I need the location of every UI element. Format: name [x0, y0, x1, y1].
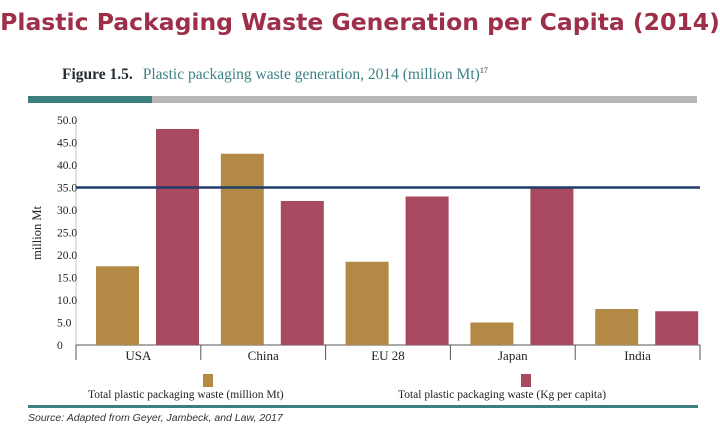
bar-kg-per-capita — [530, 187, 574, 345]
y-tick-label: 0 — [57, 340, 63, 352]
y-tick-label: 35.0 — [57, 183, 77, 195]
bars — [96, 129, 699, 345]
figure-footnote: 17 — [479, 66, 488, 75]
figure-label: Figure 1.5. — [62, 66, 133, 84]
y-tick-label: 30.0 — [57, 205, 77, 217]
y-tick-label: 25.0 — [57, 228, 77, 240]
legend-swatch-2 — [521, 374, 531, 387]
bar-million-mt — [345, 261, 389, 345]
caption-rule-accent — [28, 96, 152, 103]
caption-rule — [152, 96, 697, 103]
figure-caption-text: Plastic packaging waste generation, 2014… — [142, 66, 480, 84]
category-label: Japan — [498, 348, 528, 363]
category-labels: USA China EU 28 Japan India — [125, 348, 651, 363]
legend-swatch-1 — [203, 374, 213, 387]
y-tick-label: 15.0 — [57, 273, 77, 285]
bar-kg-per-capita — [405, 196, 449, 345]
bar-kg-per-capita — [280, 201, 324, 345]
bar-million-mt — [220, 153, 264, 345]
category-label: India — [624, 348, 651, 363]
category-dividers — [75, 345, 701, 360]
y-tick-label: 45.0 — [57, 138, 77, 150]
bar-million-mt — [96, 266, 139, 345]
figure-caption: Figure 1.5. Plastic packaging waste gener… — [62, 66, 488, 84]
y-tick-label: 50.0 — [57, 115, 77, 127]
bar-kg-per-capita — [156, 129, 199, 345]
bar-million-mt — [470, 322, 514, 345]
page-title: Plastic Packaging Waste Generation per C… — [0, 8, 720, 36]
bar-kg-per-capita — [655, 311, 699, 345]
y-tick-label: 20.0 — [57, 250, 77, 262]
category-label: USA — [125, 348, 152, 363]
y-tick-label: 10.0 — [57, 295, 77, 307]
source-rule — [28, 405, 698, 408]
y-tick-labels: 0 5.0 10.0 15.0 20.0 25.0 30.0 35.0 40.0 45.0 50.0 — [57, 115, 77, 352]
category-label: China — [248, 348, 279, 363]
legend-label-1: Total plastic packaging waste (million M… — [88, 389, 284, 401]
bar-million-mt — [595, 309, 639, 345]
y-tick-label: 40.0 — [57, 160, 77, 172]
y-axis-title: million Mt — [30, 206, 44, 260]
legend: Total plastic packaging waste (million M… — [88, 374, 606, 401]
legend-label-2: Total plastic packaging waste (Kg per ca… — [398, 389, 606, 401]
source-note: Source: Adapted from Geyer, Jambeck, and… — [28, 412, 283, 424]
y-tick-label: 5.0 — [57, 318, 72, 330]
category-label: EU 28 — [371, 348, 405, 363]
